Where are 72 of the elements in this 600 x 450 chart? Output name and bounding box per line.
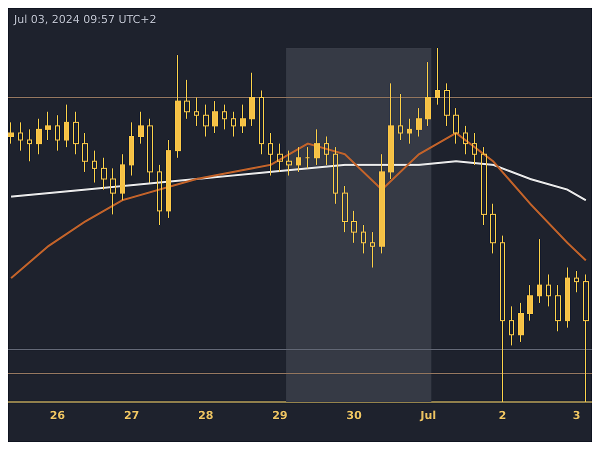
candlestick (203, 104, 209, 137)
candlestick (45, 111, 51, 141)
candlestick (463, 125, 468, 155)
candlestick (36, 118, 42, 155)
candlestick (296, 146, 301, 172)
candlestick (259, 90, 264, 155)
candlestick (249, 72, 255, 126)
x-tick-label: Jul (419, 409, 436, 422)
candlestick (157, 164, 162, 226)
candlestick (583, 274, 589, 402)
candlestick (166, 140, 171, 218)
candlestick (509, 306, 514, 346)
candlestick (240, 104, 246, 134)
candlestick (314, 128, 320, 166)
candlestick (268, 132, 273, 176)
candlestick (333, 146, 338, 204)
candlestick (472, 132, 477, 166)
candlestick (55, 114, 60, 152)
x-tick-label: 26 (50, 409, 66, 422)
candlestick (138, 111, 144, 144)
candlestick (490, 203, 496, 254)
candlestick (27, 128, 32, 162)
candlestick (407, 118, 412, 144)
candlestick (546, 274, 551, 307)
candlestick (481, 146, 487, 226)
x-tick-label: 2 (498, 409, 506, 422)
candlestick (565, 266, 570, 328)
candlestick (222, 104, 227, 130)
candlestick (370, 232, 375, 268)
candlestick (92, 150, 97, 184)
candlestick (379, 154, 385, 254)
candlestick (194, 97, 199, 126)
candlestick (537, 238, 542, 304)
candlestick (518, 302, 524, 342)
candlestick (416, 108, 422, 137)
candlestick (101, 157, 107, 190)
candlestick (231, 111, 236, 137)
candlestick (305, 146, 310, 169)
x-tick-label: 30 (346, 409, 362, 422)
candlestick (120, 154, 125, 201)
candlestick (212, 100, 218, 134)
candlestick (500, 235, 505, 402)
candlestick (129, 122, 134, 176)
candlestick (184, 79, 190, 120)
x-tick-label: 28 (198, 409, 214, 422)
candlestick (453, 108, 459, 144)
candlestick (324, 136, 329, 166)
candlestick (175, 54, 181, 158)
candlestick (444, 82, 450, 126)
text: Jul 03, 2024 09:57 UTC+2 (13, 13, 156, 26)
candlestick (435, 48, 440, 106)
x-tick-label: 27 (124, 409, 140, 422)
x-tick-label: 3 (572, 409, 580, 422)
candlestick (110, 168, 116, 215)
candlestick (64, 104, 69, 148)
candlestick (8, 122, 14, 144)
candlestick (555, 284, 561, 332)
candlestick (574, 270, 579, 293)
candlestick (286, 150, 292, 176)
candlestick (361, 224, 366, 254)
candlestick (73, 111, 79, 155)
candlestick (82, 132, 88, 172)
candlestick (342, 186, 348, 233)
candlestick (18, 122, 23, 152)
candlestick (277, 143, 283, 172)
candlestick (147, 118, 153, 184)
candlestick (398, 94, 403, 141)
candlestick (425, 62, 431, 126)
candlestick (527, 284, 533, 322)
candlestick (388, 82, 394, 180)
candlestick (351, 210, 357, 244)
x-tick-label: 29 (272, 409, 288, 422)
